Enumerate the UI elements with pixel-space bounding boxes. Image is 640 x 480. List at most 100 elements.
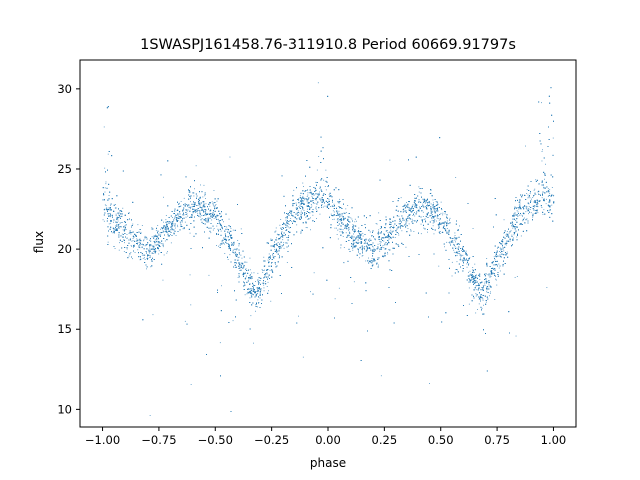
data-point [240, 262, 242, 264]
data-point [164, 240, 166, 242]
data-point [337, 213, 339, 215]
data-point [516, 276, 518, 277]
data-point [166, 227, 168, 229]
data-point [353, 233, 354, 235]
data-point [320, 199, 322, 201]
data-point [448, 223, 450, 224]
data-point [466, 266, 468, 268]
data-point [245, 269, 246, 270]
data-point [157, 242, 159, 244]
data-point [166, 252, 168, 254]
data-point [239, 253, 240, 255]
data-point [256, 293, 258, 295]
data-point [238, 245, 240, 247]
data-point [370, 261, 371, 263]
data-point [201, 207, 203, 208]
data-point [240, 228, 242, 230]
data-point [438, 265, 440, 267]
data-point [263, 256, 265, 258]
data-points [102, 82, 555, 416]
data-point [341, 222, 342, 224]
data-point [407, 228, 409, 229]
data-point [255, 304, 257, 306]
data-point [248, 278, 250, 280]
data-point [543, 209, 545, 211]
data-point [175, 235, 177, 236]
data-point [282, 245, 283, 247]
data-point [348, 229, 349, 231]
data-point [414, 200, 416, 201]
data-point [116, 217, 118, 219]
data-point [486, 258, 488, 259]
data-point [146, 257, 148, 259]
data-point [382, 255, 384, 257]
data-point [134, 245, 135, 247]
data-point [551, 204, 553, 206]
data-point [190, 201, 191, 203]
data-point [444, 223, 445, 225]
data-point [213, 214, 215, 216]
data-point [276, 251, 278, 253]
data-point [137, 224, 139, 226]
data-point [250, 315, 252, 317]
data-point [315, 207, 317, 209]
data-point [484, 285, 486, 286]
data-point [107, 153, 109, 155]
data-point [474, 280, 476, 282]
data-point [226, 226, 228, 228]
data-point [354, 221, 356, 223]
data-point [263, 277, 265, 279]
data-point [426, 208, 428, 209]
data-point [405, 246, 407, 248]
data-point [440, 201, 442, 203]
data-point [285, 223, 287, 225]
data-point [337, 215, 338, 216]
data-point [200, 207, 202, 208]
data-point [233, 243, 235, 245]
chart-title: 1SWASPJ161458.76-311910.8 Period 60669.9… [140, 37, 516, 53]
data-point [489, 286, 491, 288]
data-point [495, 279, 497, 281]
data-point [549, 200, 551, 202]
data-point [316, 210, 318, 212]
data-point [211, 219, 213, 221]
data-point [360, 237, 362, 239]
data-point [232, 229, 234, 231]
data-point [270, 238, 272, 240]
data-point [180, 222, 181, 224]
data-point [206, 219, 208, 221]
data-point [128, 232, 130, 234]
data-point [435, 215, 437, 217]
data-point [171, 221, 173, 223]
data-point [116, 223, 118, 225]
data-point [291, 220, 293, 222]
data-point [416, 207, 418, 209]
data-point [227, 259, 229, 260]
data-point [436, 215, 438, 217]
data-point [202, 206, 204, 208]
data-point [380, 375, 382, 377]
data-point [414, 201, 416, 202]
data-point [267, 259, 269, 261]
data-point [130, 233, 132, 235]
data-point [506, 235, 508, 237]
data-point [484, 281, 486, 283]
data-point [455, 241, 456, 243]
data-point [343, 262, 345, 264]
data-point [405, 204, 407, 206]
data-point [500, 252, 502, 253]
data-point [413, 231, 415, 232]
data-point [315, 208, 317, 210]
data-point [444, 246, 445, 248]
data-point [426, 217, 428, 218]
data-point [222, 228, 223, 230]
data-point [296, 224, 298, 226]
data-point [490, 291, 491, 293]
data-point [501, 251, 503, 252]
data-point [177, 213, 178, 215]
data-point [216, 225, 218, 227]
data-point [432, 207, 434, 209]
data-point [268, 253, 270, 255]
data-point [553, 194, 555, 196]
data-point [428, 201, 429, 203]
